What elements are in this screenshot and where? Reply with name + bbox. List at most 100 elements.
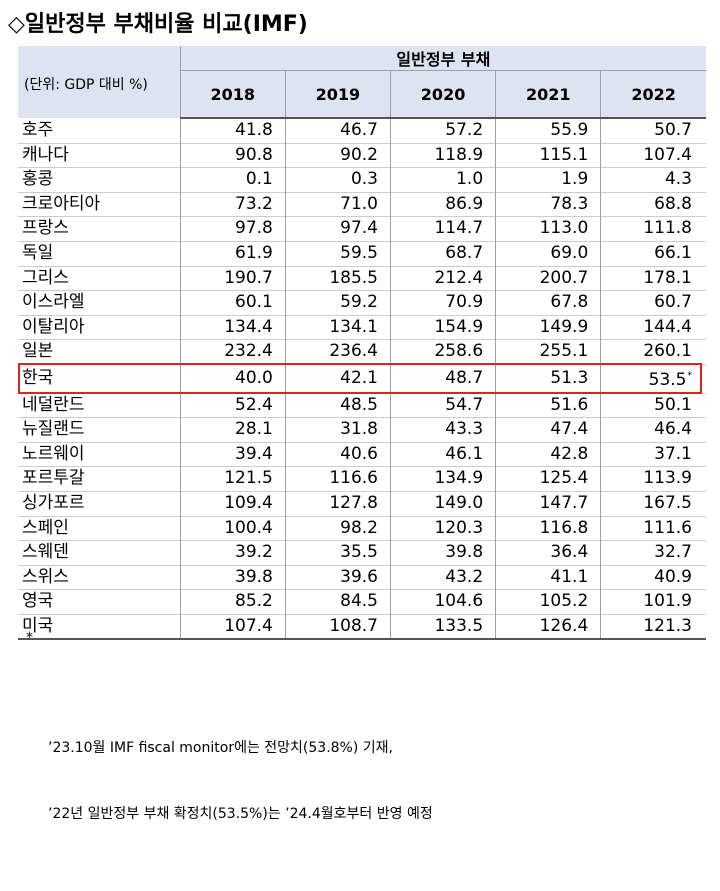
table-row: 호주 41.8 46.7 57.2 55.9 50.7 bbox=[18, 118, 706, 144]
value-cell-2019: 46.7 bbox=[285, 118, 392, 144]
value-cell-2022: 66.1 bbox=[601, 241, 706, 266]
value-text: 0.3 bbox=[350, 169, 378, 190]
value-cell-2020: 57.2 bbox=[390, 118, 497, 144]
value-cell-2018: 41.8 bbox=[180, 118, 286, 144]
value-cell-2021: 51.6 bbox=[495, 393, 602, 418]
value-text: 39.8 bbox=[235, 566, 273, 587]
footnote-mark: * bbox=[687, 370, 693, 381]
value-text: 90.2 bbox=[340, 144, 378, 165]
value-cell-2021: 149.9 bbox=[495, 315, 602, 340]
value-text: 120.3 bbox=[434, 517, 484, 538]
table-row: 노르웨이 39.4 40.6 46.1 42.8 37.1 bbox=[18, 442, 706, 467]
value-text: 104.6 bbox=[434, 591, 484, 612]
value-text: 43.2 bbox=[445, 566, 484, 587]
value-text: 100.4 bbox=[224, 517, 273, 538]
table-row: 미국 107.4 108.7 133.5 126.4 121.3 bbox=[18, 614, 706, 640]
value-cell-2022: 53.5* bbox=[601, 364, 706, 393]
value-text: 0.1 bbox=[245, 169, 273, 190]
debt-ratio-table: (단위: GDP 대비 %) 일반정부 부채 2018 2019 2020 2021 2… bbox=[18, 46, 706, 640]
value-text: 144.4 bbox=[643, 316, 692, 337]
value-text: 31.8 bbox=[340, 419, 378, 440]
value-text: 54.7 bbox=[445, 394, 484, 415]
value-text: 113.0 bbox=[539, 218, 589, 239]
value-cell-2022: 260.1 bbox=[601, 340, 706, 365]
country-name: 홍콩 bbox=[18, 167, 181, 193]
value-text: 260.1 bbox=[643, 341, 692, 362]
value-cell-2021: 255.1 bbox=[495, 339, 602, 365]
value-text: 48.5 bbox=[340, 394, 378, 415]
year-header-2020: 2020 bbox=[390, 70, 497, 119]
value-text: 190.7 bbox=[224, 267, 273, 288]
table-row: 독일 61.9 59.5 68.7 69.0 66.1 bbox=[18, 241, 706, 267]
country-name: 호주 bbox=[18, 118, 181, 144]
value-cell-2022: 111.8 bbox=[601, 217, 706, 242]
value-text: 134.4 bbox=[224, 316, 273, 337]
value-cell-2020: 104.6 bbox=[390, 589, 497, 615]
value-cell-2018: 121.5 bbox=[180, 466, 286, 492]
value-cell-2019: 40.6 bbox=[285, 442, 392, 467]
value-cell-2018: 232.4 bbox=[180, 339, 286, 365]
value-text: 258.6 bbox=[434, 341, 484, 362]
value-cell-2019: 97.4 bbox=[285, 216, 392, 242]
value-cell-2021: 126.4 bbox=[495, 614, 602, 640]
value-text: 114.7 bbox=[434, 218, 484, 239]
country-name: 프랑스 bbox=[18, 216, 181, 242]
value-text: 66.1 bbox=[654, 242, 692, 263]
value-text: 97.4 bbox=[340, 218, 378, 239]
value-cell-2020: 118.9 bbox=[390, 143, 497, 168]
value-cell-2019: 127.8 bbox=[285, 491, 392, 516]
value-cell-2021: 47.4 bbox=[495, 417, 602, 443]
value-text: 59.2 bbox=[340, 292, 378, 313]
value-cell-2019: 236.4 bbox=[285, 339, 392, 365]
value-text: 36.4 bbox=[550, 542, 589, 563]
value-text: 200.7 bbox=[539, 267, 589, 288]
value-cell-2021: 41.1 bbox=[495, 565, 602, 590]
value-cell-2020: 258.6 bbox=[390, 339, 497, 365]
value-cell-2019: 0.3 bbox=[285, 167, 392, 193]
value-text: 134.1 bbox=[329, 316, 378, 337]
value-cell-2021: 113.0 bbox=[495, 216, 602, 242]
value-cell-2022: 4.3 bbox=[601, 168, 706, 193]
value-text: 97.8 bbox=[235, 218, 273, 239]
value-text: 133.5 bbox=[434, 615, 484, 636]
value-text: 111.6 bbox=[643, 517, 692, 538]
table-row: 한국 40.0 42.1 48.7 51.3 53.5* bbox=[18, 364, 706, 394]
value-text: 1.9 bbox=[561, 169, 589, 190]
value-cell-2022: 101.9 bbox=[601, 590, 706, 615]
value-text: 167.5 bbox=[643, 492, 692, 513]
value-text: 127.8 bbox=[329, 492, 378, 513]
value-text: 105.2 bbox=[539, 591, 589, 612]
value-cell-2021: 105.2 bbox=[495, 589, 602, 615]
value-text: 28.1 bbox=[235, 419, 273, 440]
value-text: 42.8 bbox=[550, 443, 589, 464]
value-cell-2022: 37.1 bbox=[601, 442, 706, 467]
table-row: 스위스 39.8 39.6 43.2 41.1 40.9 bbox=[18, 565, 706, 590]
value-cell-2021: 42.8 bbox=[495, 442, 602, 467]
value-cell-2019: 71.0 bbox=[285, 192, 392, 217]
value-cell-2018: 52.4 bbox=[180, 393, 286, 418]
value-text: 59.5 bbox=[340, 242, 378, 263]
value-cell-2019: 185.5 bbox=[285, 266, 392, 291]
value-text: 84.5 bbox=[340, 591, 378, 612]
value-text: 154.9 bbox=[434, 316, 484, 337]
country-name: 일본 bbox=[18, 339, 181, 365]
value-text: 50.1 bbox=[654, 394, 692, 415]
value-cell-2018: 100.4 bbox=[180, 516, 286, 541]
value-text: 4.3 bbox=[664, 169, 692, 190]
value-cell-2018: 109.4 bbox=[180, 491, 286, 516]
value-cell-2019: 59.2 bbox=[285, 290, 392, 316]
country-name: 노르웨이 bbox=[18, 442, 181, 467]
value-cell-2022: 144.4 bbox=[601, 315, 706, 340]
value-text: 60.7 bbox=[654, 292, 692, 313]
table-row: 뉴질랜드 28.1 31.8 43.3 47.4 46.4 bbox=[18, 417, 706, 443]
value-cell-2019: 116.6 bbox=[285, 466, 392, 492]
value-cell-2019: 134.1 bbox=[285, 315, 392, 340]
value-text: 50.7 bbox=[654, 120, 692, 140]
value-cell-2018: 134.4 bbox=[180, 315, 286, 340]
value-text: 43.3 bbox=[445, 419, 484, 440]
value-cell-2018: 39.4 bbox=[180, 442, 286, 467]
country-name: 그리스 bbox=[18, 266, 181, 291]
table-row: 포르투갈 121.5 116.6 134.9 125.4 113.9 bbox=[18, 466, 706, 492]
value-text: 37.1 bbox=[654, 443, 692, 464]
value-cell-2020: 133.5 bbox=[390, 614, 497, 640]
